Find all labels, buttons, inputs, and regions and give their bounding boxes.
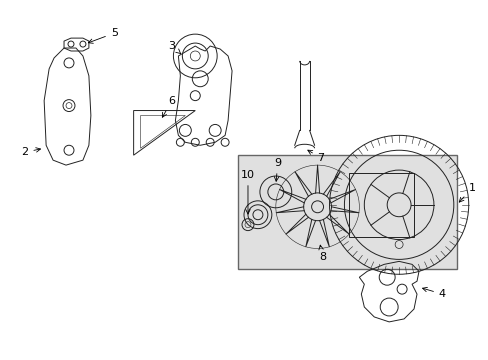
Text: 3: 3	[168, 41, 180, 54]
Bar	[349, 173, 413, 237]
Text: 8: 8	[318, 245, 325, 262]
Text: 6: 6	[162, 96, 175, 117]
Text: 4: 4	[422, 287, 445, 299]
Text: 7: 7	[307, 150, 324, 163]
Text: 9: 9	[274, 158, 281, 181]
Text: 10: 10	[241, 170, 254, 214]
Text: 5: 5	[88, 28, 118, 43]
Bar	[238, 155, 456, 269]
Text: 1: 1	[458, 183, 475, 202]
Text: 2: 2	[21, 147, 41, 157]
